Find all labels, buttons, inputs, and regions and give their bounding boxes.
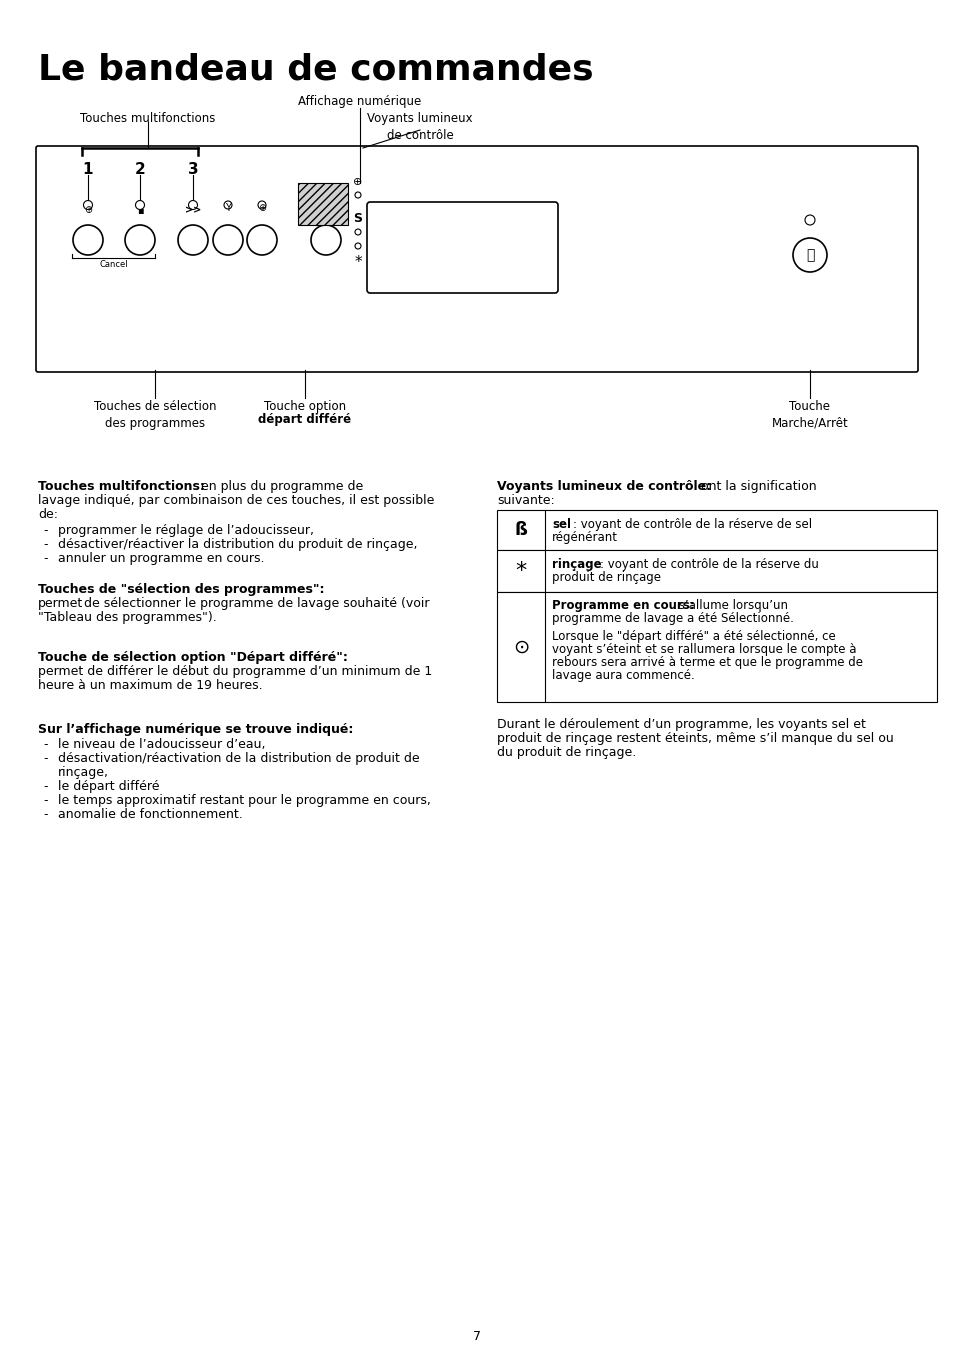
- Text: ⊕: ⊕: [84, 205, 92, 215]
- Text: le départ différé: le départ différé: [58, 780, 159, 793]
- Circle shape: [213, 226, 243, 255]
- Text: en plus du programme de: en plus du programme de: [196, 480, 363, 493]
- Text: 1: 1: [83, 162, 93, 177]
- Text: suivante:: suivante:: [497, 494, 554, 507]
- Text: : voyant de contrôle de la réserve de sel: : voyant de contrôle de la réserve de se…: [573, 517, 811, 531]
- Text: lavage aura commencé.: lavage aura commencé.: [552, 669, 694, 682]
- Bar: [297, 182, 348, 226]
- Text: anomalie de fonctionnement.: anomalie de fonctionnement.: [58, 808, 242, 821]
- Text: S: S: [354, 212, 362, 224]
- Text: Programme en cours:: Programme en cours:: [552, 598, 694, 612]
- Text: de:: de:: [38, 508, 58, 521]
- Text: s’allume lorsqu’un: s’allume lorsqu’un: [675, 598, 787, 612]
- Text: de sélectionner le programme de lavage souhaité (voir: de sélectionner le programme de lavage s…: [84, 597, 429, 611]
- Text: permet: permet: [38, 597, 83, 611]
- Text: Durant le déroulement d’un programme, les voyants sel et: Durant le déroulement d’un programme, le…: [497, 717, 865, 731]
- Circle shape: [224, 201, 232, 209]
- FancyBboxPatch shape: [367, 203, 558, 293]
- Text: *: *: [354, 254, 361, 269]
- Text: Touche de sélection option "Départ différé":: Touche de sélection option "Départ diffé…: [38, 651, 348, 663]
- Text: désactiver/réactiver la distribution du produit de rinçage,: désactiver/réactiver la distribution du …: [58, 538, 417, 551]
- Text: Affichage numérique: Affichage numérique: [298, 95, 421, 108]
- Text: -: -: [43, 553, 48, 565]
- Text: Touche
Marche/Arrêt: Touche Marche/Arrêt: [771, 400, 847, 430]
- Text: -: -: [43, 753, 48, 765]
- Text: programme de lavage a été Sélectionné.: programme de lavage a été Sélectionné.: [552, 612, 793, 626]
- Text: permet de différer le début du programme d’un minimum de 1: permet de différer le début du programme…: [38, 665, 432, 678]
- Text: rebours sera arrivé à terme et que le programme de: rebours sera arrivé à terme et que le pr…: [552, 657, 862, 669]
- Text: ⊙: ⊙: [513, 638, 529, 657]
- Bar: [497, 550, 936, 592]
- Circle shape: [355, 192, 360, 199]
- Circle shape: [355, 230, 360, 235]
- Text: Touches de "sélection des programmes":: Touches de "sélection des programmes":: [38, 584, 324, 596]
- Text: départ différé: départ différé: [258, 413, 352, 426]
- FancyBboxPatch shape: [36, 146, 917, 372]
- Text: Y: Y: [225, 203, 231, 213]
- Text: -: -: [43, 738, 48, 751]
- Text: heure à un maximum de 19 heures.: heure à un maximum de 19 heures.: [38, 680, 262, 692]
- Text: désactivation/réactivation de la distribution de produit de: désactivation/réactivation de la distrib…: [58, 753, 419, 765]
- Circle shape: [135, 200, 144, 209]
- Circle shape: [247, 226, 276, 255]
- Text: le niveau de l’adoucisseur d’eau,: le niveau de l’adoucisseur d’eau,: [58, 738, 265, 751]
- Text: 2: 2: [134, 162, 145, 177]
- Text: ⏻: ⏻: [805, 249, 813, 262]
- Text: 3: 3: [188, 162, 198, 177]
- Text: Le bandeau de commandes: Le bandeau de commandes: [38, 51, 593, 86]
- Text: Lorsque le "départ différé" a été sélectionné, ce: Lorsque le "départ différé" a été sélect…: [552, 630, 835, 643]
- Text: rinçage: rinçage: [552, 558, 601, 571]
- Text: -: -: [43, 808, 48, 821]
- Text: Touches de sélection
des programmes: Touches de sélection des programmes: [93, 400, 216, 430]
- Text: ⊕: ⊕: [257, 203, 266, 213]
- Circle shape: [311, 226, 340, 255]
- Text: -: -: [43, 780, 48, 793]
- Text: ⊕: ⊕: [353, 177, 362, 186]
- Text: produit de rinçage: produit de rinçage: [552, 571, 660, 584]
- Text: >>: >>: [185, 205, 201, 215]
- Circle shape: [73, 226, 103, 255]
- Text: régénérant: régénérant: [552, 531, 618, 544]
- Text: ß: ß: [514, 521, 527, 539]
- Text: annuler un programme en cours.: annuler un programme en cours.: [58, 553, 264, 565]
- Bar: [497, 509, 936, 550]
- Text: sel: sel: [552, 517, 571, 531]
- Circle shape: [804, 215, 814, 226]
- Text: lavage indiqué, par combinaison de ces touches, il est possible: lavage indiqué, par combinaison de ces t…: [38, 494, 434, 507]
- Circle shape: [189, 200, 197, 209]
- Circle shape: [178, 226, 208, 255]
- Bar: [497, 592, 936, 703]
- Text: -: -: [43, 538, 48, 551]
- Circle shape: [125, 226, 154, 255]
- Text: "Tableau des programmes").: "Tableau des programmes").: [38, 611, 216, 624]
- Text: *: *: [515, 561, 526, 581]
- Text: Touche option: Touche option: [264, 400, 346, 413]
- Text: Touches multifonctions: Touches multifonctions: [80, 112, 215, 126]
- Text: rinçage,: rinçage,: [58, 766, 109, 780]
- Text: produit de rinçage restent éteints, même s’il manque du sel ou: produit de rinçage restent éteints, même…: [497, 732, 893, 744]
- Text: : voyant de contrôle de la réserve du: : voyant de contrôle de la réserve du: [599, 558, 818, 571]
- Text: programmer le réglage de l’adoucisseur,: programmer le réglage de l’adoucisseur,: [58, 524, 314, 536]
- Circle shape: [257, 201, 266, 209]
- Text: -: -: [43, 794, 48, 807]
- Text: 7: 7: [473, 1329, 480, 1343]
- Circle shape: [84, 200, 92, 209]
- Circle shape: [792, 238, 826, 272]
- Text: Sur l’affichage numérique se trouve indiqué:: Sur l’affichage numérique se trouve indi…: [38, 723, 353, 736]
- Text: Touches multifonctions:: Touches multifonctions:: [38, 480, 205, 493]
- Text: le temps approximatif restant pour le programme en cours,: le temps approximatif restant pour le pr…: [58, 794, 431, 807]
- Text: -: -: [43, 524, 48, 536]
- Text: Voyants lumineux
de contrôle: Voyants lumineux de contrôle: [367, 112, 473, 142]
- Text: Voyants lumineux de contrôle:: Voyants lumineux de contrôle:: [497, 480, 710, 493]
- Circle shape: [355, 243, 360, 249]
- Text: ont la signification: ont la signification: [697, 480, 816, 493]
- Text: ▪: ▪: [136, 205, 143, 215]
- Text: Cancel: Cancel: [99, 259, 128, 269]
- Text: du produit de rinçage.: du produit de rinçage.: [497, 746, 636, 759]
- Text: voyant s’éteint et se rallumera lorsque le compte à: voyant s’éteint et se rallumera lorsque …: [552, 643, 856, 657]
